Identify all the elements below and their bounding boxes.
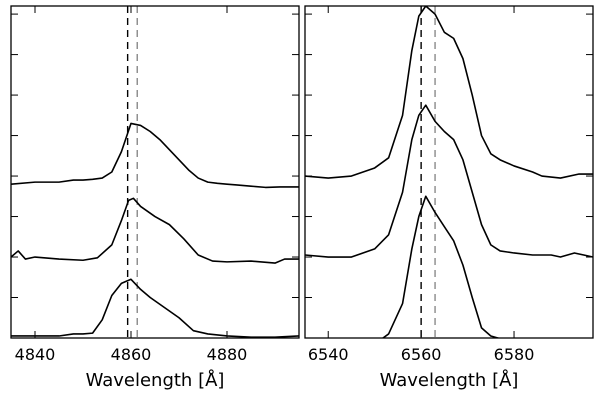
halpha-panel: 6540 6560 6580 Wavelength [Å]: [304, 5, 594, 391]
x-tick-label: 4860: [111, 345, 152, 364]
spectrum-line-2: [11, 197, 299, 264]
x-tick-label: 6580: [494, 345, 535, 364]
x-tick-label: 6560: [401, 345, 442, 364]
axes-frame: [10, 5, 300, 339]
plot-area: [305, 6, 593, 338]
spectrum-line-3: [381, 195, 501, 338]
x-axis-label: Wavelength [Å]: [86, 369, 225, 391]
x-axis-label: Wavelength [Å]: [380, 369, 519, 391]
plot-area: [11, 6, 299, 338]
spectrum-line-3: [11, 278, 299, 338]
axes-frame: [304, 5, 594, 339]
x-tick-label: 4840: [15, 345, 56, 364]
spectrum-line-1: [305, 6, 593, 179]
hbeta-panel: 4840 4860 4880 Wavelength [Å]: [10, 5, 300, 391]
spectrum-line-2: [305, 104, 593, 258]
spectrum-line-1: [11, 122, 299, 189]
x-tick-label: 6540: [308, 345, 349, 364]
x-tick-label: 4880: [207, 345, 248, 364]
